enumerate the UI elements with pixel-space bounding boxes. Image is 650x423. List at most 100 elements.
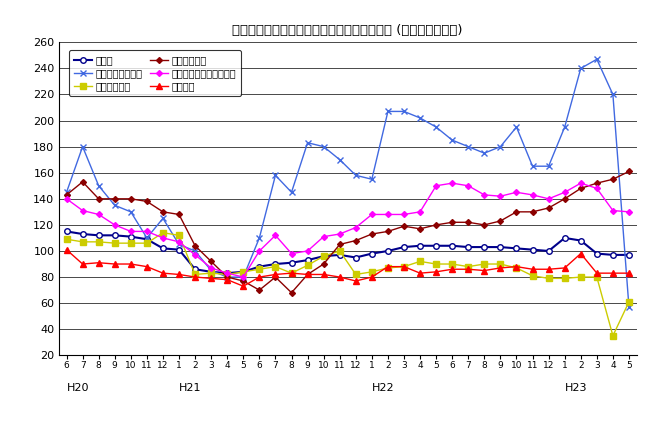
情報通信機械工業 xyxy=(416,115,424,121)
鉱工業 xyxy=(255,264,263,269)
化学工業 xyxy=(625,271,633,276)
鉱工業 xyxy=(480,244,488,250)
化学工業 xyxy=(79,261,86,266)
化学工業 xyxy=(577,251,584,256)
化学工業 xyxy=(513,264,521,269)
電子部品・デバイス工業 xyxy=(513,190,521,195)
電子部品・デバイス工業 xyxy=(545,196,552,201)
輸送機械工業 xyxy=(224,272,231,277)
情報通信機械工業 xyxy=(400,109,408,114)
一般機械工業 xyxy=(513,209,521,214)
一般機械工業 xyxy=(593,181,601,186)
情報通信機械工業 xyxy=(79,144,86,149)
電子部品・デバイス工業 xyxy=(255,248,263,253)
鉱工業 xyxy=(545,248,552,253)
化学工業 xyxy=(127,261,135,266)
化学工業 xyxy=(593,271,601,276)
電子部品・デバイス工業 xyxy=(352,225,359,230)
一般機械工業 xyxy=(336,242,344,247)
一般機械工業 xyxy=(304,272,311,277)
鉱工業 xyxy=(207,269,215,275)
輸送機械工業 xyxy=(175,233,183,238)
化学工業 xyxy=(545,267,552,272)
一般機械工業 xyxy=(368,231,376,236)
一般機械工業 xyxy=(143,199,151,204)
情報通信機械工業 xyxy=(255,235,263,240)
鉱工業 xyxy=(497,244,504,250)
輸送機械工業 xyxy=(464,264,472,269)
化学工業 xyxy=(352,278,359,283)
一般機械工業 xyxy=(62,192,70,198)
電子部品・デバイス工業 xyxy=(400,212,408,217)
鉱工業 xyxy=(609,253,617,258)
一般機械工業 xyxy=(400,224,408,229)
電子部品・デバイス工業 xyxy=(384,212,392,217)
化学工業 xyxy=(432,269,440,275)
電子部品・デバイス工業 xyxy=(127,229,135,234)
鉱工業 xyxy=(464,244,472,250)
鉱工業 xyxy=(127,234,135,239)
電子部品・デバイス工業 xyxy=(480,192,488,198)
鉱工業 xyxy=(143,237,151,242)
化学工業 xyxy=(159,271,167,276)
一般機械工業 xyxy=(416,226,424,231)
輸送機械工業 xyxy=(143,241,151,246)
情報通信機械工業 xyxy=(175,242,183,247)
情報通信機械工業 xyxy=(513,124,521,129)
輸送機械工業 xyxy=(593,275,601,280)
情報通信機械工業 xyxy=(336,157,344,162)
電子部品・デバイス工業 xyxy=(416,209,424,214)
鉱工業 xyxy=(432,243,440,248)
輸送機械工業 xyxy=(368,269,376,275)
化学工業 xyxy=(304,272,311,277)
電子部品・デバイス工業 xyxy=(304,248,311,253)
Line: 電子部品・デバイス工業: 電子部品・デバイス工業 xyxy=(64,181,631,279)
情報通信機械工業 xyxy=(432,124,440,129)
情報通信機械工業 xyxy=(545,164,552,169)
輸送機械工業 xyxy=(272,264,280,269)
情報通信機械工業 xyxy=(320,144,328,149)
鉱工業 xyxy=(320,254,328,259)
一般機械工業 xyxy=(272,275,280,280)
情報通信機械工業 xyxy=(95,183,103,188)
鉱工業 xyxy=(561,235,569,240)
鉱工業 xyxy=(352,255,359,260)
化学工業 xyxy=(191,275,199,280)
化学工業 xyxy=(62,247,70,252)
一般機械工業 xyxy=(175,212,183,217)
鉱工業 xyxy=(175,247,183,252)
電子部品・デバイス工業 xyxy=(577,181,584,186)
一般機械工業 xyxy=(577,186,584,191)
情報通信機械工業 xyxy=(111,203,119,208)
輸送機械工業 xyxy=(480,261,488,266)
Line: 輸送機械工業: 輸送機械工業 xyxy=(64,230,632,338)
一般機械工業 xyxy=(352,238,359,243)
輸送機械工業 xyxy=(497,261,504,266)
電子部品・デバイス工業 xyxy=(207,265,215,270)
化学工業 xyxy=(143,264,151,269)
電子部品・デバイス工業 xyxy=(287,251,295,256)
化学工業 xyxy=(336,275,344,280)
電子部品・デバイス工業 xyxy=(79,208,86,213)
情報通信機械工業 xyxy=(159,216,167,221)
一般機械工業 xyxy=(497,218,504,223)
輸送機械工業 xyxy=(545,276,552,281)
化学工業 xyxy=(239,284,247,289)
情報通信機械工業 xyxy=(304,140,311,145)
電子部品・デバイス工業 xyxy=(368,212,376,217)
化学工業 xyxy=(207,276,215,281)
輸送機械工業 xyxy=(400,264,408,269)
一般機械工業 xyxy=(528,209,536,214)
化学工業 xyxy=(561,265,569,270)
輸送機械工業 xyxy=(239,269,247,275)
電子部品・デバイス工業 xyxy=(239,275,247,280)
情報通信機械工業 xyxy=(368,177,376,182)
鉱工業 xyxy=(625,253,633,258)
情報通信機械工業 xyxy=(577,66,584,71)
情報通信機械工業 xyxy=(561,124,569,129)
一般機械工業 xyxy=(224,275,231,280)
化学工業 xyxy=(497,265,504,270)
一般機械工業 xyxy=(207,259,215,264)
化学工業 xyxy=(609,271,617,276)
輸送機械工業 xyxy=(287,271,295,276)
